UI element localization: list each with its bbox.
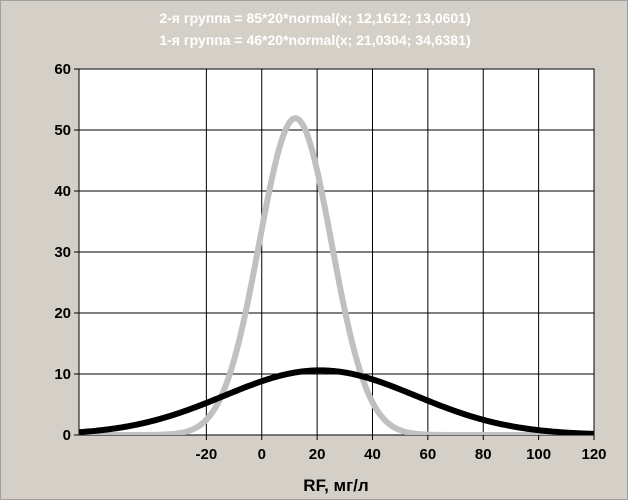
x-tick-label: -20	[196, 446, 218, 463]
legend-entry-group-2: 2-я группа = 85*20*normal(x; 12,1612; 13…	[159, 10, 470, 26]
x-axis-label: RF, мг/л	[303, 476, 368, 495]
x-tick-label: 60	[420, 446, 437, 463]
x-tick-label: 120	[581, 446, 606, 463]
y-tick-label: 60	[54, 61, 71, 78]
y-tick-label: 50	[54, 122, 71, 139]
y-tick-label: 30	[54, 244, 71, 261]
x-tick-label: 80	[475, 446, 492, 463]
y-tick-label: 40	[54, 183, 71, 200]
y-tick-label: 10	[54, 366, 71, 383]
x-tick-label: 0	[258, 446, 266, 463]
x-tick-label: 100	[526, 446, 551, 463]
series-line-group-2	[79, 115, 594, 435]
series-layer	[79, 115, 594, 435]
y-axis-ticks: 0 10 20 30 40 50 60	[54, 61, 79, 444]
x-tick-label: 20	[309, 446, 326, 463]
x-axis-ticks: -20 0 20 40 60 80 100 120	[196, 435, 607, 463]
series-line-group-1	[79, 367, 594, 435]
y-tick-label: 0	[63, 427, 71, 444]
grid	[79, 69, 594, 435]
legend-entry-group-1: 1-я группа = 46*20*normal(x; 21,0304; 34…	[159, 32, 470, 48]
y-tick-label: 20	[54, 305, 71, 322]
x-tick-label: 40	[364, 446, 381, 463]
